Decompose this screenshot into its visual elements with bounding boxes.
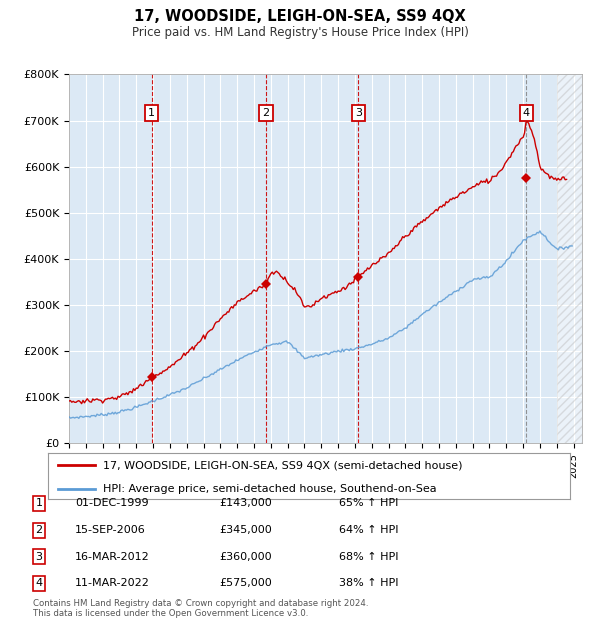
Text: 3: 3 bbox=[35, 552, 43, 562]
Text: 16-MAR-2012: 16-MAR-2012 bbox=[75, 552, 150, 562]
Text: 2: 2 bbox=[262, 108, 269, 118]
Text: 68% ↑ HPI: 68% ↑ HPI bbox=[339, 552, 398, 562]
Text: 17, WOODSIDE, LEIGH-ON-SEA, SS9 4QX (semi-detached house): 17, WOODSIDE, LEIGH-ON-SEA, SS9 4QX (sem… bbox=[103, 460, 463, 470]
Text: 4: 4 bbox=[35, 578, 43, 588]
Text: HPI: Average price, semi-detached house, Southend-on-Sea: HPI: Average price, semi-detached house,… bbox=[103, 484, 436, 494]
Text: £345,000: £345,000 bbox=[219, 525, 272, 535]
Text: 2: 2 bbox=[35, 525, 43, 535]
Text: 38% ↑ HPI: 38% ↑ HPI bbox=[339, 578, 398, 588]
Text: £143,000: £143,000 bbox=[219, 498, 272, 508]
Text: 1: 1 bbox=[148, 108, 155, 118]
Text: 4: 4 bbox=[523, 108, 530, 118]
Text: £360,000: £360,000 bbox=[219, 552, 272, 562]
Text: 17, WOODSIDE, LEIGH-ON-SEA, SS9 4QX: 17, WOODSIDE, LEIGH-ON-SEA, SS9 4QX bbox=[134, 9, 466, 24]
Text: £575,000: £575,000 bbox=[219, 578, 272, 588]
Text: 64% ↑ HPI: 64% ↑ HPI bbox=[339, 525, 398, 535]
Text: 1: 1 bbox=[35, 498, 43, 508]
Text: Contains HM Land Registry data © Crown copyright and database right 2024.
This d: Contains HM Land Registry data © Crown c… bbox=[33, 599, 368, 618]
Text: Price paid vs. HM Land Registry's House Price Index (HPI): Price paid vs. HM Land Registry's House … bbox=[131, 26, 469, 39]
Text: 65% ↑ HPI: 65% ↑ HPI bbox=[339, 498, 398, 508]
Text: 3: 3 bbox=[355, 108, 362, 118]
Bar bbox=[557, 74, 582, 443]
Text: 11-MAR-2022: 11-MAR-2022 bbox=[75, 578, 150, 588]
Text: 01-DEC-1999: 01-DEC-1999 bbox=[75, 498, 149, 508]
Text: 15-SEP-2006: 15-SEP-2006 bbox=[75, 525, 146, 535]
